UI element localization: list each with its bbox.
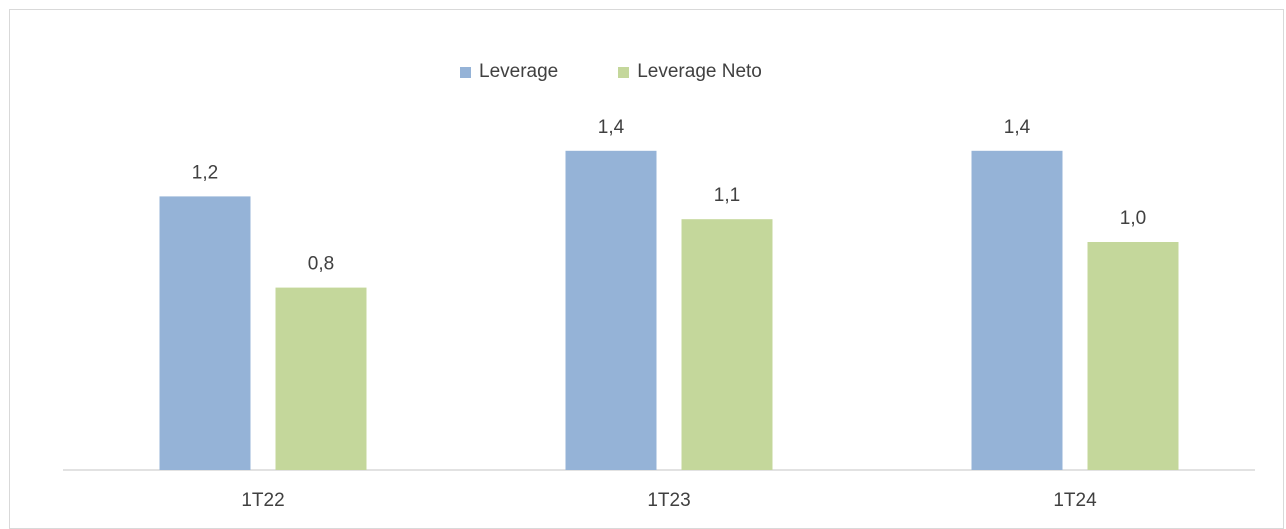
data-label-leverage-1t22: 1,2 xyxy=(192,162,218,183)
chart-legend: Leverage Leverage Neto xyxy=(460,61,822,83)
data-label-leverage-neto-1t22: 0,8 xyxy=(308,254,334,275)
legend-label-leverage-neto: Leverage Neto xyxy=(637,61,762,82)
data-label-leverage-1t23: 1,4 xyxy=(598,117,625,138)
bar-leverage-1t23 xyxy=(565,150,657,471)
data-label-leverage-neto-1t24: 1,0 xyxy=(1120,208,1146,229)
bar-leverage-1t24 xyxy=(971,150,1063,471)
bar-leverage-neto-1t24 xyxy=(1087,242,1179,470)
data-label-leverage-neto-1t23: 1,1 xyxy=(714,185,740,206)
legend-swatch-leverage-neto xyxy=(618,66,630,78)
bar-leverage-neto-1t23 xyxy=(681,219,773,470)
legend-item-leverage: Leverage xyxy=(460,61,558,83)
legend-label-leverage: Leverage xyxy=(479,61,559,82)
data-label-leverage-1t24: 1,4 xyxy=(1004,117,1031,138)
legend-swatch-leverage xyxy=(460,66,471,78)
x-tick-label-1t24: 1T24 xyxy=(1053,490,1097,511)
x-tick-label-1t23: 1T23 xyxy=(647,490,690,511)
x-tick-label-1t22: 1T22 xyxy=(241,490,284,511)
bar-leverage-1t22 xyxy=(159,196,251,470)
bar-leverage-neto-1t22 xyxy=(275,287,367,470)
bar-chart: 1,2 0,8 1T22 1,4 1,1 1T23 1,4 1,0 1T24 xyxy=(63,117,1255,511)
legend-item-leverage-neto: Leverage Neto xyxy=(618,61,762,83)
